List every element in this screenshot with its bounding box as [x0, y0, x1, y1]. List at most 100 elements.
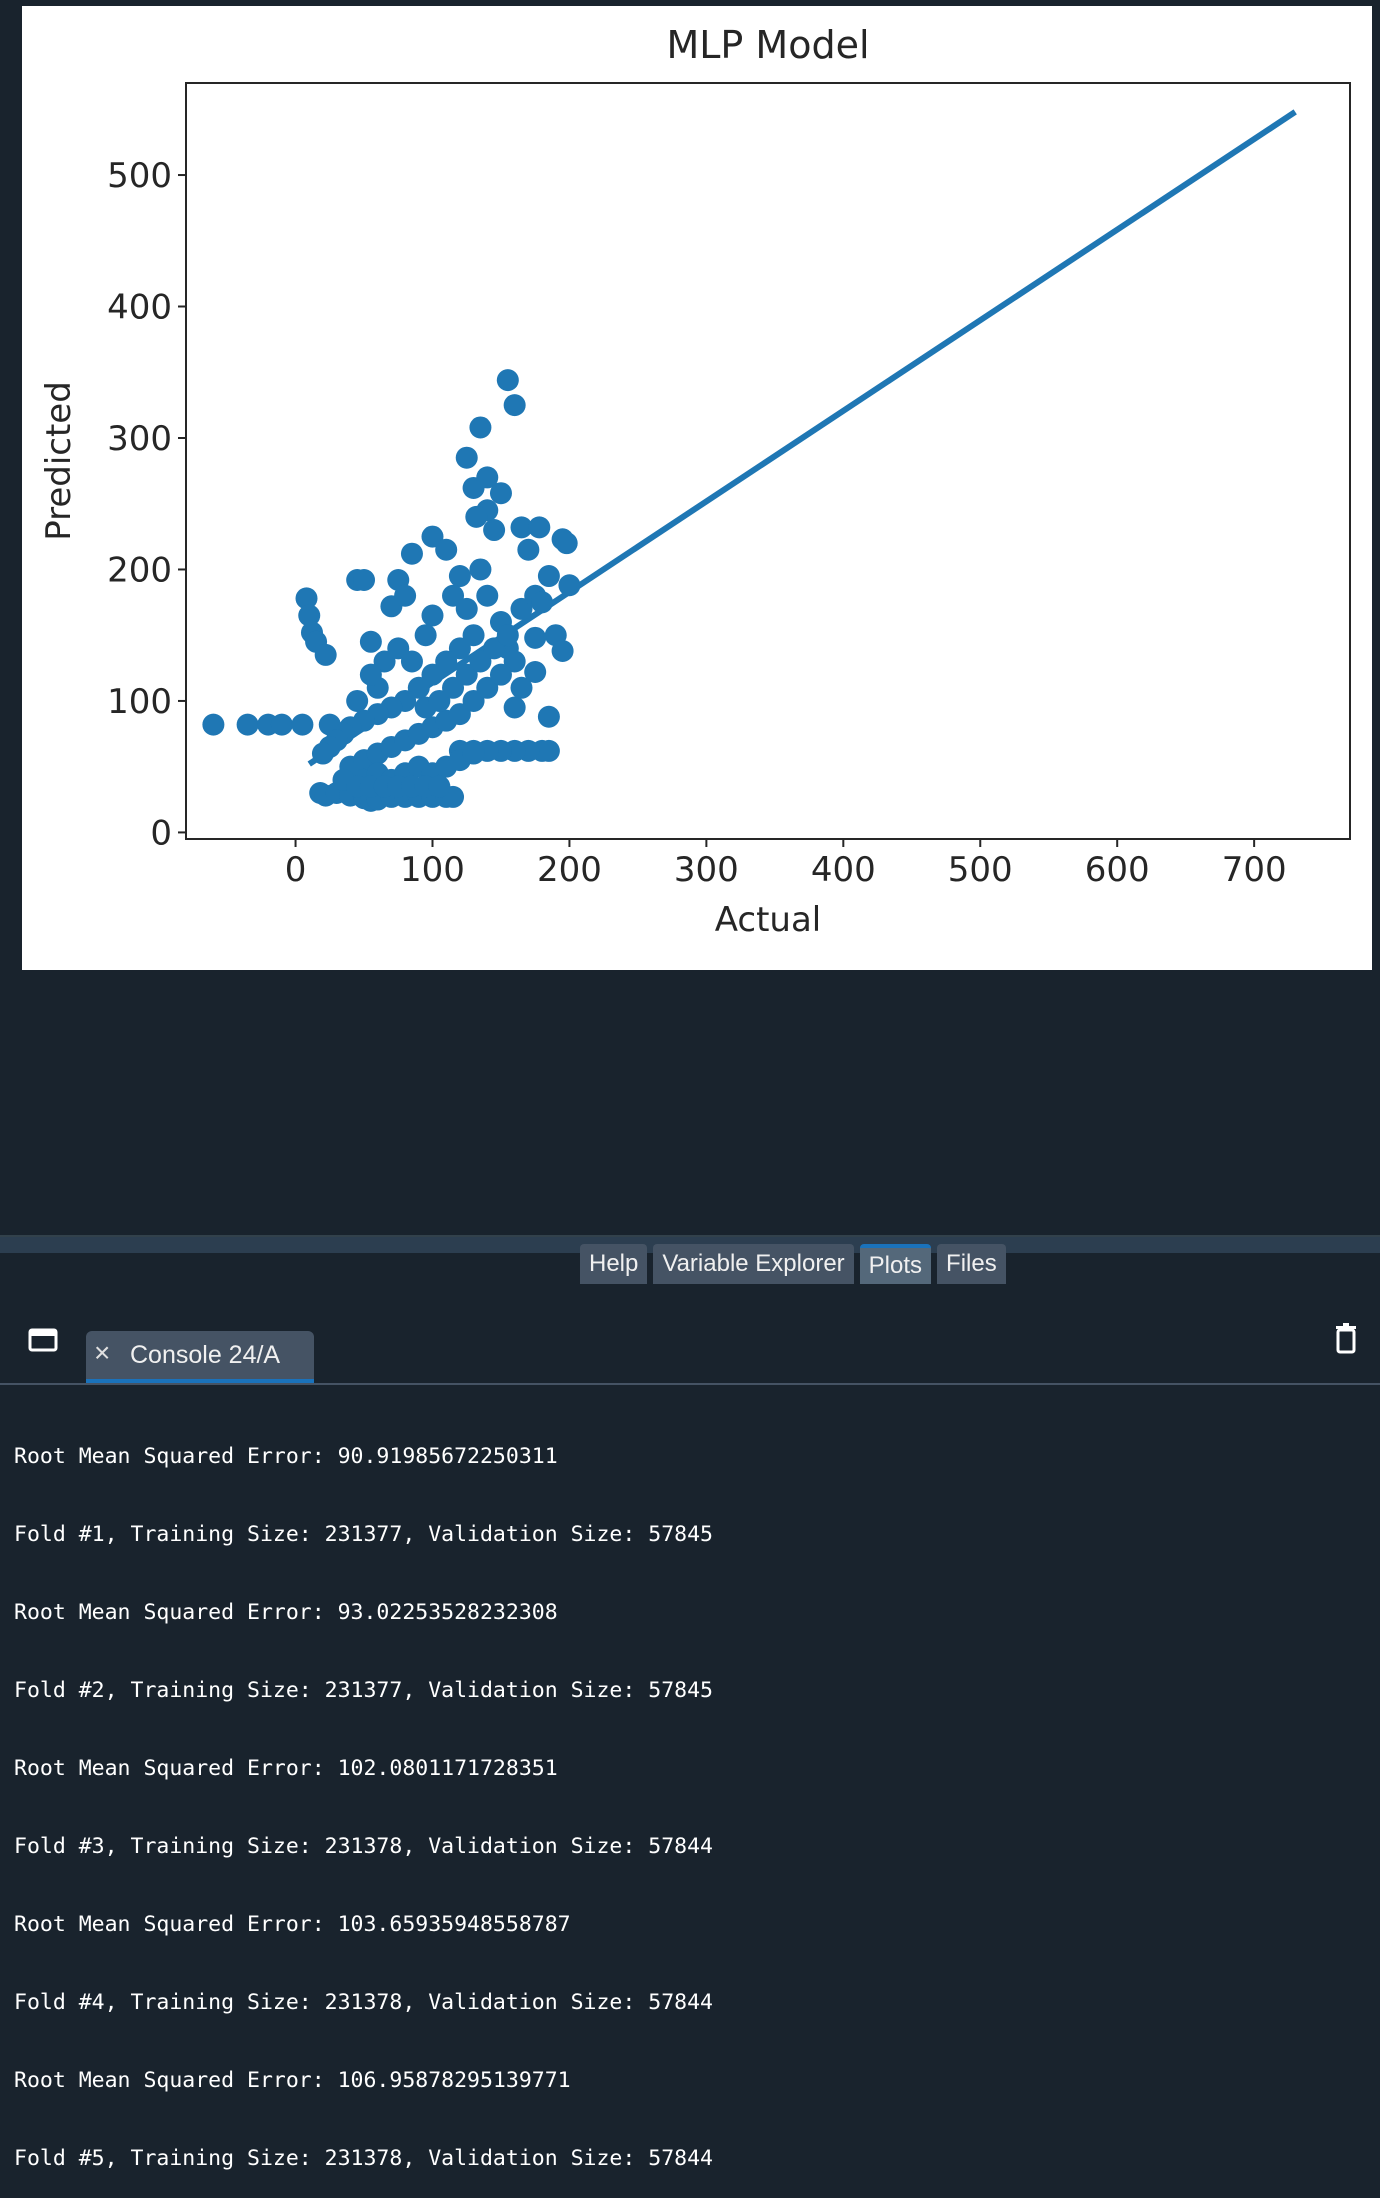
y-tick-label: 0: [150, 813, 172, 853]
trash-icon[interactable]: [1334, 1322, 1358, 1354]
console-line: Root Mean Squared Error: 102.08011717283…: [14, 1756, 558, 1781]
scatter-point: [531, 591, 554, 614]
scatter-point: [421, 525, 444, 548]
scatter-point: [462, 624, 485, 647]
scatter-point: [373, 650, 396, 673]
scatter-point: [202, 713, 225, 736]
scatter-point: [346, 689, 369, 712]
scatter-point: [510, 516, 533, 539]
scatter-point: [524, 661, 547, 684]
scatter-point: [476, 466, 499, 489]
x-tick-label: 100: [400, 850, 465, 890]
folder-icon[interactable]: [28, 1327, 58, 1353]
scatter-point: [314, 643, 337, 666]
scatter-point: [503, 696, 526, 719]
scatter-point: [435, 538, 458, 561]
close-icon[interactable]: ×: [94, 1337, 111, 1368]
scatter-point: [394, 584, 417, 607]
y-tick-label: 500: [107, 156, 172, 196]
y-tick-label: 200: [107, 550, 172, 590]
pane-tabs: Help Variable Explorer Plots Files: [580, 1244, 1006, 1286]
x-axis-label: Actual: [715, 900, 822, 940]
scatter-point: [537, 705, 560, 728]
scatter-point: [465, 505, 488, 528]
scatter-point: [442, 584, 465, 607]
scatter-point: [455, 663, 478, 686]
scatter-point: [503, 394, 526, 417]
scatter-point: [455, 446, 478, 469]
scatter-point: [469, 650, 492, 673]
tab-variable-explorer[interactable]: Variable Explorer: [653, 1244, 854, 1284]
scatter-point: [510, 597, 533, 620]
console-tab[interactable]: × Console 24/A: [86, 1331, 314, 1383]
scatter-point: [400, 542, 423, 565]
x-tick-label: 300: [674, 850, 739, 890]
scatter-point: [311, 742, 334, 765]
tab-files[interactable]: Files: [937, 1244, 1006, 1284]
scatter-point: [476, 676, 499, 699]
scatter-point: [421, 604, 444, 627]
console-output[interactable]: Root Mean Squared Error: 90.919856722503…: [14, 1392, 713, 2198]
y-tick-label: 400: [107, 288, 172, 328]
scatter-point: [359, 663, 382, 686]
scatter-point: [353, 568, 376, 591]
console-line: Root Mean Squared Error: 103.65935948558…: [14, 1912, 571, 1937]
scatter-point: [489, 663, 512, 686]
scatter-point: [551, 639, 574, 662]
tab-plots[interactable]: Plots: [859, 1244, 932, 1284]
scatter-point: [489, 482, 512, 505]
scatter-point: [524, 626, 547, 649]
y-tick-label: 300: [107, 419, 172, 459]
mlp-scatter-chart: MLP Model 0 100 200 300 400 500 600 700 0 100 200 30…: [39, 23, 1351, 940]
console-line: Fold #2, Training Size: 231377, Validati…: [14, 1678, 713, 1703]
scatter-point: [236, 713, 259, 736]
scatter-point: [442, 676, 465, 699]
scatter-point: [448, 637, 471, 660]
y-axis-label: Predicted: [39, 381, 79, 541]
scatter-point: [483, 637, 506, 660]
scatter-point: [537, 565, 560, 588]
scatter-point: [270, 713, 293, 736]
scatter-point: [407, 676, 430, 699]
scatter-point: [558, 574, 581, 597]
console-line: Fold #4, Training Size: 231378, Validati…: [14, 1990, 713, 2015]
scatter-point: [428, 689, 451, 712]
console-frame: [0, 1383, 1380, 1656]
y-tick-label: 100: [107, 682, 172, 722]
console-tab-label: Console 24/A: [130, 1341, 281, 1369]
scatter-point: [483, 519, 506, 542]
scatter-point: [359, 630, 382, 653]
scatter-point: [400, 650, 423, 673]
plot-canvas: MLP Model 0 100 200 300 400 500 600 700 0 100 200 30…: [22, 6, 1372, 970]
scatter-point: [469, 558, 492, 581]
plot-frame: [185, 82, 1351, 840]
x-tick-label: 500: [948, 850, 1013, 890]
scatter-point: [555, 532, 578, 555]
scatter-point: [448, 565, 471, 588]
scatter-point: [462, 742, 485, 765]
scatter-point: [476, 584, 499, 607]
console-line: Root Mean Squared Error: 90.919856722503…: [14, 1444, 558, 1469]
x-tick-label: 400: [811, 850, 876, 890]
scatter-point: [496, 624, 519, 647]
scatter-point: [298, 604, 321, 627]
console-line: Root Mean Squared Error: 106.95878295139…: [14, 2068, 571, 2093]
scatter-point: [414, 624, 437, 647]
chart-title: MLP Model: [666, 23, 869, 67]
scatter-point: [496, 369, 519, 392]
scatter-point: [469, 416, 492, 439]
console-line: Fold #1, Training Size: 231377, Validati…: [14, 1522, 713, 1547]
pane-divider-shadow: [0, 1235, 1380, 1238]
x-tick-label: 700: [1222, 850, 1287, 890]
scatter-point: [421, 663, 444, 686]
console-line: Root Mean Squared Error: 93.022535282323…: [14, 1600, 558, 1625]
scatter-point: [510, 676, 533, 699]
scatter-point: [448, 703, 471, 726]
x-tick-label: 0: [285, 850, 307, 890]
scatter-point: [291, 713, 314, 736]
scatter-point: [517, 538, 540, 561]
console-line: Fold #3, Training Size: 231378, Validati…: [14, 1834, 713, 1859]
tab-help[interactable]: Help: [580, 1244, 648, 1284]
scatter-point: [462, 689, 485, 712]
x-tick-label: 600: [1085, 850, 1150, 890]
